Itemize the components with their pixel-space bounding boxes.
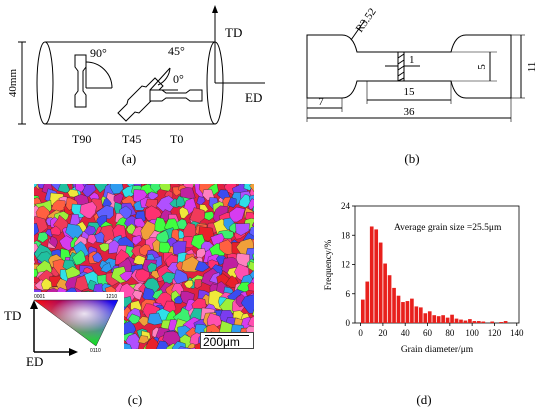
histogram-bar	[423, 313, 428, 323]
td-axis-label: TD	[225, 25, 242, 40]
ipf-color-key: 0001 1210 0110	[28, 292, 124, 354]
histogram-bar	[472, 321, 477, 323]
x-tick-label: 40	[401, 328, 411, 338]
x-tick-label: 0	[358, 328, 363, 338]
histogram-bar	[490, 321, 495, 323]
x-tick-label: 100	[465, 328, 479, 338]
caption-c: (c)	[127, 392, 143, 407]
histogram-bar	[369, 226, 374, 323]
caption-d: (d)	[416, 392, 432, 407]
ed-axis-label: ED	[245, 90, 262, 105]
dim-5-label: 5	[476, 64, 488, 70]
histogram-bar	[374, 229, 379, 323]
ipf-0001-label: 0001	[34, 294, 45, 300]
histogram-bar	[405, 301, 410, 323]
panel-c-ebsd-map: 0001 1210 0110 TD ED 200μm	[0, 180, 275, 370]
histogram-bar	[401, 302, 405, 323]
caption-a: (a)	[121, 151, 137, 166]
sample-t90-label: T90	[72, 132, 91, 146]
x-axis-label: Grain diameter/μm	[401, 345, 474, 355]
histogram-bar	[392, 287, 396, 323]
histogram-bar	[481, 321, 486, 323]
histogram-bar	[477, 321, 481, 323]
scale-bar-line	[205, 335, 249, 336]
histogram-bar	[445, 317, 450, 323]
histogram-bar	[383, 263, 387, 323]
angle-0-label: 0°	[173, 72, 184, 86]
dim-11-label: 11	[526, 62, 538, 73]
histogram-bar	[436, 316, 441, 323]
ed-axis-label-c: ED	[26, 354, 43, 368]
sample-t0	[149, 89, 203, 102]
histogram-bar	[414, 306, 419, 323]
ipf-1210-label: 1210	[106, 294, 117, 300]
sample-axes: TD ED	[4, 300, 78, 368]
histogram-bar	[378, 242, 383, 323]
scale-bar-box: 200μm	[200, 332, 254, 349]
histogram-bar	[463, 320, 468, 323]
histogram-bar	[454, 318, 459, 323]
y-axis-label: Frequency/%	[324, 240, 334, 291]
y-tick-label: 12	[341, 260, 350, 270]
dim-36-label: 36	[404, 106, 416, 118]
histogram-bar	[387, 275, 392, 323]
x-tick-label: 60	[423, 328, 433, 338]
histogram-bar	[441, 315, 445, 323]
scale-bar-label: 200μm	[203, 335, 240, 349]
y-tick-label: 24	[341, 201, 351, 211]
histogram-bar	[360, 299, 365, 323]
caption-b: (b)	[404, 151, 420, 166]
histogram-bar	[499, 322, 503, 323]
x-tick-label: 20	[378, 328, 388, 338]
panel-b-specimen-drawing: R3.52 1 5 11 15 7 36	[306, 6, 538, 122]
diameter-label: 40mm	[7, 69, 19, 98]
histogram-bar	[503, 321, 508, 323]
panel-a-plate-schematic: 40mm TD ED 90° T90 45° T45 0° T0	[7, 5, 265, 146]
sample-t45-label: T45	[122, 132, 141, 146]
sample-t0-label: T0	[170, 132, 183, 146]
x-tick-label: 120	[488, 328, 502, 338]
radius-label: R3.52	[354, 6, 379, 35]
dim-1-label: 1	[409, 54, 415, 66]
sample-t90	[74, 54, 113, 108]
histogram-bar	[459, 319, 463, 323]
sample-t45	[117, 67, 178, 122]
y-tick-label: 0	[346, 318, 351, 328]
histogram-bar	[365, 281, 370, 323]
angle-45-label: 45°	[168, 44, 185, 58]
angle-90-label: 90°	[90, 46, 107, 60]
histogram-bar	[418, 307, 423, 323]
td-axis-label-c: TD	[4, 308, 21, 323]
ipf-0110-label: 0110	[90, 348, 101, 354]
chart-annotation: Average grain size =25.5μm	[394, 223, 502, 233]
histogram-bar	[450, 314, 454, 323]
x-tick-label: 140	[510, 328, 524, 338]
y-tick-label: 6	[346, 289, 351, 299]
histogram-bar	[427, 311, 432, 323]
dim-7-label: 7	[318, 96, 324, 108]
y-tick-label: 18	[341, 230, 351, 240]
histogram-bar	[396, 295, 401, 323]
dim-15-label: 15	[404, 86, 416, 98]
histogram-bar	[432, 315, 437, 323]
histogram-bar	[410, 298, 414, 324]
x-tick-label: 80	[445, 328, 455, 338]
histogram-bar	[468, 319, 472, 323]
panel-d-grain-histogram: 0 20 40 60 80 100 120 140 0 6 12 18 24 Average grain…	[324, 201, 524, 355]
